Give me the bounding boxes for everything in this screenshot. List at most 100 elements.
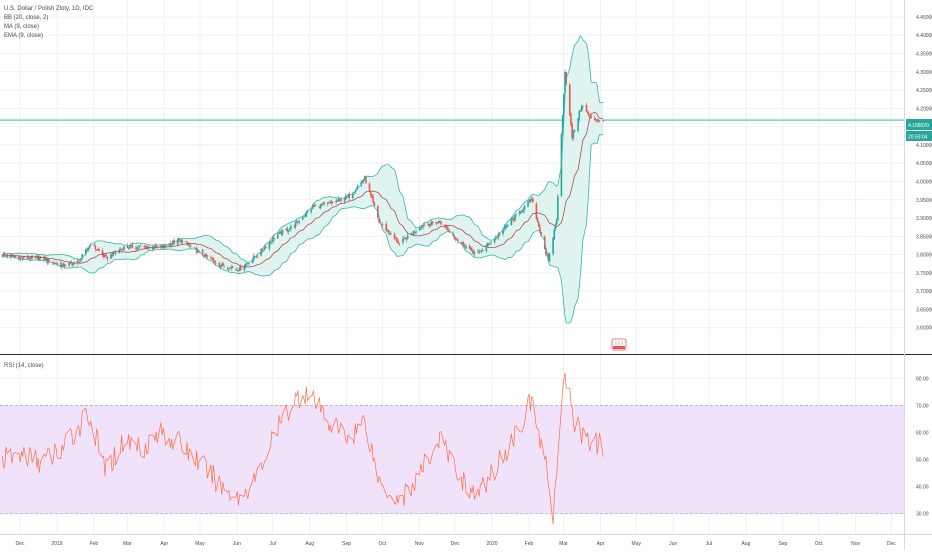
candle-body: [330, 201, 333, 204]
candle-body: [114, 252, 117, 254]
candle-body: [328, 202, 330, 203]
candle-body: [46, 258, 49, 263]
candle-body: [139, 245, 142, 247]
candle-body: [286, 228, 289, 232]
candle-body: [418, 228, 421, 231]
x-tick-label: Jul: [706, 541, 712, 547]
legend-rsi[interactable]: RSI (14, close): [4, 363, 44, 369]
candle-body: [106, 256, 109, 260]
candle-body: [385, 223, 388, 231]
candle-body: [595, 119, 597, 121]
candle-body: [193, 247, 196, 248]
candle-body: [226, 267, 229, 269]
candle-body: [303, 216, 305, 218]
candle-body: [329, 202, 331, 203]
candle-body: [262, 249, 265, 251]
y-tick-label: 3.650000: [916, 307, 932, 313]
candle-body: [278, 232, 280, 235]
candle-body: [138, 246, 141, 248]
candle-body: [81, 254, 84, 259]
legend-symbol[interactable]: U.S. Dollar / Polish Zloty, 1D, IDC: [4, 6, 94, 12]
candle-body: [414, 231, 416, 233]
candle-body: [486, 243, 489, 247]
candle-body: [315, 205, 317, 207]
candle-body: [453, 235, 455, 238]
candle-body: [231, 266, 234, 269]
candle-body: [265, 246, 267, 248]
countdown-badge: [906, 131, 932, 141]
candle-body: [514, 214, 516, 221]
x-tick-label: Aug: [305, 541, 314, 547]
candle-body: [272, 237, 274, 242]
candle-body: [222, 262, 224, 267]
candle-body: [245, 263, 248, 265]
candle-body: [537, 222, 540, 227]
x-tick-label: 2019: [51, 541, 62, 547]
candle-body: [214, 263, 217, 264]
candle-body: [365, 176, 367, 184]
candle-body: [456, 239, 459, 241]
legend-ma[interactable]: MA (9, close): [4, 24, 39, 30]
candle-body: [352, 193, 354, 199]
candle-body: [305, 212, 308, 217]
candle-body: [296, 221, 298, 223]
candle-body: [95, 249, 98, 251]
legend-ema[interactable]: EMA (9, close): [4, 33, 43, 39]
candle-body: [312, 204, 315, 207]
candle-body: [160, 245, 162, 248]
candle-body: [520, 211, 522, 213]
x-tick-label: Feb: [525, 541, 534, 547]
x-tick-label: Mar: [123, 541, 132, 547]
candle-body: [443, 225, 446, 226]
candle-body: [43, 256, 45, 261]
candle-body: [598, 120, 601, 122]
candle-body: [268, 242, 271, 249]
candle-body: [435, 221, 438, 224]
candle-body: [361, 181, 364, 182]
candle-body: [528, 200, 531, 202]
y-tick-label: 4.400000: [916, 33, 932, 39]
candle-body: [102, 254, 105, 257]
candle-body: [360, 181, 362, 186]
candle-body: [237, 270, 240, 272]
candle-body: [368, 183, 371, 192]
x-tick-label: Nov: [851, 541, 860, 547]
candle-body: [582, 105, 584, 107]
candle-body: [13, 256, 16, 258]
candle-body: [101, 250, 104, 255]
candle-body: [127, 248, 130, 250]
candle-body: [276, 234, 279, 239]
candle-body: [185, 241, 187, 242]
x-tick-label: Feb: [90, 541, 99, 547]
candle-body: [304, 215, 306, 217]
candle-body: [588, 113, 590, 116]
candle-body: [465, 246, 467, 249]
candle-body: [397, 241, 399, 244]
candle-body: [18, 256, 20, 260]
candle-body: [294, 222, 297, 227]
candle-body: [212, 258, 215, 261]
candle-body: [112, 251, 115, 256]
candle-body: [318, 206, 321, 208]
candle-body: [570, 113, 572, 126]
x-tick-label: Nov: [415, 541, 424, 547]
event-flag[interactable]: [611, 338, 627, 351]
price-badge: 4.168020 20:59:04: [906, 119, 932, 141]
x-tick-label: Dec: [16, 541, 25, 547]
candle-body: [563, 94, 565, 117]
candle-body: [423, 225, 426, 226]
candle-body: [51, 262, 54, 264]
candle-body: [179, 238, 181, 241]
x-tick-label: Aug: [741, 541, 750, 547]
candle-body: [602, 120, 604, 122]
candle-body: [454, 238, 457, 240]
candle-body: [489, 243, 491, 245]
candle-body: [322, 203, 324, 205]
candle-body: [131, 244, 134, 249]
candle-body: [248, 263, 250, 264]
countdown-label: 20:59:04: [908, 135, 928, 141]
rsi-pane: [0, 372, 904, 525]
legend-bb[interactable]: BB (20, close, 2): [4, 15, 48, 21]
candle-body: [388, 233, 391, 235]
